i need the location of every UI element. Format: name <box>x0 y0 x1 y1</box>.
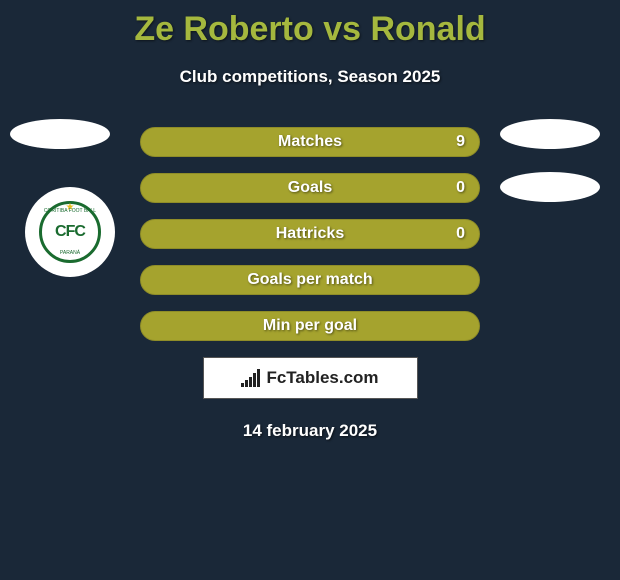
stat-value: 0 <box>456 179 465 197</box>
badge-text: CFC <box>55 223 85 241</box>
badge-arc-top: CORITIBA FOOT BALL <box>44 208 96 214</box>
brand-box: FcTables.com <box>203 357 418 399</box>
comparison-content: ★ CORITIBA FOOT BALL CFC PARANÁ Matches … <box>0 127 620 441</box>
stat-row-hattricks: Hattricks 0 <box>140 219 480 249</box>
brand-text: FcTables.com <box>266 368 378 388</box>
player-photo-right-2 <box>500 172 600 202</box>
date-label: 14 february 2025 <box>0 421 620 441</box>
subtitle: Club competitions, Season 2025 <box>0 67 620 87</box>
stat-value: 9 <box>456 133 465 151</box>
stat-row-goals: Goals 0 <box>140 173 480 203</box>
stat-label: Hattricks <box>276 225 344 243</box>
page-title: Ze Roberto vs Ronald <box>0 0 620 49</box>
team-badge: ★ CORITIBA FOOT BALL CFC PARANÁ <box>25 187 115 277</box>
badge-arc-bottom: PARANÁ <box>60 250 80 256</box>
player-photo-left <box>10 119 110 149</box>
stat-label: Goals <box>288 179 332 197</box>
bar-chart-icon <box>241 369 260 387</box>
stat-value: 0 <box>456 225 465 243</box>
player-photo-right-1 <box>500 119 600 149</box>
stat-label: Min per goal <box>263 317 357 335</box>
stat-row-matches: Matches 9 <box>140 127 480 157</box>
stats-container: Matches 9 Goals 0 Hattricks 0 Goals per … <box>140 127 480 341</box>
stat-label: Goals per match <box>247 271 372 289</box>
stat-label: Matches <box>278 133 342 151</box>
stat-row-min-per-goal: Min per goal <box>140 311 480 341</box>
stat-row-goals-per-match: Goals per match <box>140 265 480 295</box>
